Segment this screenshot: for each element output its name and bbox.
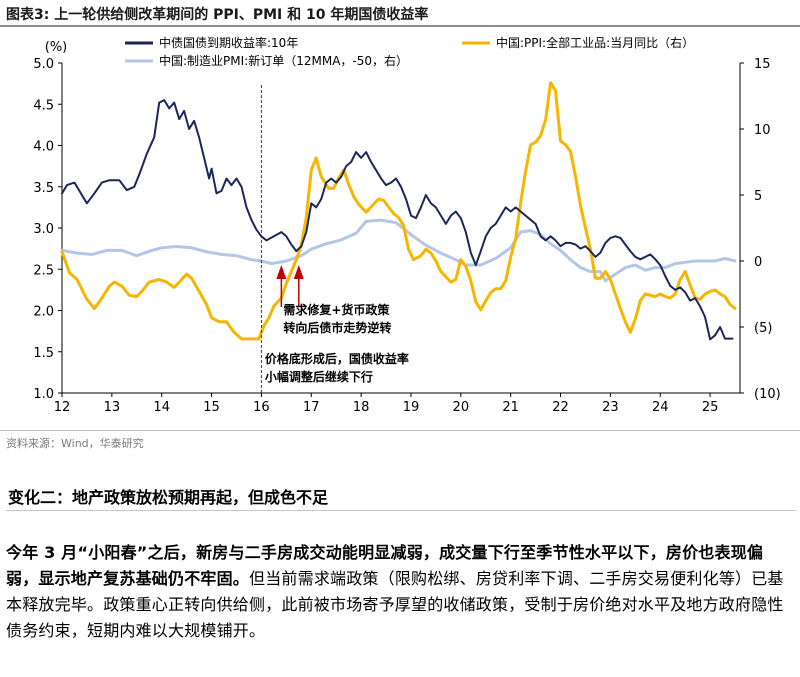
right-tick-label: 15 xyxy=(754,57,771,72)
x-tick-label: 24 xyxy=(652,400,669,415)
source-divider xyxy=(0,430,800,431)
left-axis-unit: (%) xyxy=(45,40,68,55)
body-paragraph: 今年 3 月“小阳春”之后，新房与二手房成交动能明显减弱，成交量下行至季节性水平… xyxy=(6,540,794,644)
annotation-1-line-1: 需求修复+货币政策 xyxy=(283,302,390,317)
left-tick-label: 5.0 xyxy=(33,57,54,72)
right-tick-label: 0 xyxy=(754,255,762,270)
x-tick-label: 19 xyxy=(403,400,420,415)
left-tick-label: 2.0 xyxy=(33,305,54,320)
red-arrow-head-0 xyxy=(276,265,287,279)
series-line-1 xyxy=(60,81,737,341)
red-arrow-head-1 xyxy=(293,265,304,279)
paragraph-body: 但当前需求端政策（限购松绑、房贷利率下调、二手房交易便利化等）已基本释放完毕。政… xyxy=(6,569,784,640)
figure-source: 资料来源：Wind，华泰研究 xyxy=(6,437,144,450)
x-tick-label: 20 xyxy=(453,400,470,415)
series-line-2 xyxy=(60,218,737,283)
x-tick-label: 17 xyxy=(303,400,320,415)
figure-title: 图表3: 上一轮供给侧改革期间的 PPI、PMI 和 10 年期国债收益率 xyxy=(6,7,429,23)
x-tick-label: 15 xyxy=(203,400,220,415)
legend-label-2: 中国:制造业PMI:新订单（12MMA，-50，右） xyxy=(159,53,408,68)
x-tick-label: 13 xyxy=(104,400,121,415)
left-tick-label: 1.5 xyxy=(33,346,54,361)
section-divider xyxy=(6,510,796,511)
right-tick-label: 10 xyxy=(754,123,771,138)
left-tick-label: 4.0 xyxy=(33,140,54,155)
line-chart: 1.0 1.5 2.0 2.5 3.0 3.5 4.0 4.5 5.0 (%) 15 10 5 0 (5) (… xyxy=(33,35,781,415)
right-tick-label: 5 xyxy=(754,189,762,204)
left-tick-label: 1.0 xyxy=(33,387,54,402)
x-tick-label: 21 xyxy=(502,400,519,415)
series-line-0 xyxy=(61,99,734,341)
x-tick-label: 12 xyxy=(54,400,71,415)
left-tick-label: 3.0 xyxy=(33,222,54,237)
x-tick-label: 25 xyxy=(702,400,719,415)
section-heading: 变化二：地产政策放松预期再起，但成色不足 xyxy=(8,488,329,507)
annotation-1-line-2: 转向后债市走势逆转 xyxy=(283,320,391,335)
left-tick-label: 3.5 xyxy=(33,181,54,196)
right-tick-label: (5) xyxy=(754,321,772,336)
right-tick-label: (10) xyxy=(754,387,781,402)
legend-label-0: 中债国债到期收益率:10年 xyxy=(159,35,298,50)
left-tick-label: 4.5 xyxy=(33,98,54,113)
annotation-2-line-2: 小幅调整后继续下行 xyxy=(265,369,373,384)
x-tick-label: 14 xyxy=(153,400,170,415)
annotation-2-line-1: 价格底形成后，国债收益率 xyxy=(265,351,409,366)
legend-label-1: 中国:PPI:全部工业品:当月同比（右） xyxy=(496,35,694,50)
left-tick-label: 2.5 xyxy=(33,263,54,278)
x-tick-label: 18 xyxy=(353,400,370,415)
paragraph-bold-lead: 今年 3 月“小阳春”之后，新房与二手房成交动能明显减弱，成交量下行至季节性水平… xyxy=(6,543,764,588)
x-tick-label: 23 xyxy=(602,400,619,415)
title-divider xyxy=(0,25,800,27)
x-tick-label: 22 xyxy=(552,400,569,415)
x-tick-label: 16 xyxy=(253,400,270,415)
